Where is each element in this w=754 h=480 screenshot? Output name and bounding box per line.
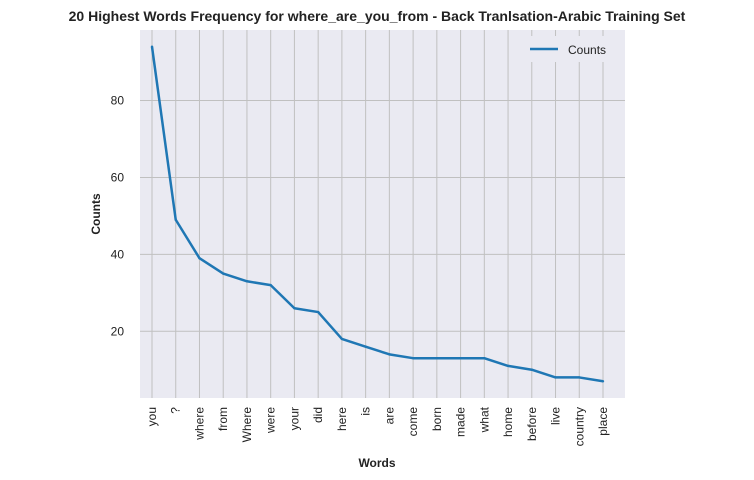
data-point (245, 280, 249, 283)
y-tick-label: 40 (111, 247, 125, 261)
x-tick-label: from (216, 407, 230, 431)
x-tick-labels: you? where from Where were your did here is are co… (145, 406, 610, 446)
y-axis-label: Counts (89, 193, 103, 235)
data-point (435, 357, 439, 360)
x-tick-label: are (382, 407, 396, 425)
legend: Counts (522, 36, 620, 62)
data-point (601, 380, 605, 383)
y-tick-label: 80 (111, 94, 125, 108)
x-tick-label: you (145, 407, 159, 426)
x-tick-label: live (549, 407, 563, 425)
x-axis-label: Words (358, 456, 395, 470)
x-tick-label: here (335, 407, 349, 431)
x-tick-label: before (525, 407, 539, 441)
x-tick-label: made (454, 407, 468, 437)
data-point (554, 376, 557, 379)
series-line-counts (150, 46, 604, 383)
plot-area (140, 30, 625, 398)
x-tick-label: is (359, 407, 373, 416)
data-point (364, 345, 367, 348)
x-tick-label: what (477, 406, 491, 433)
x-tick-label: ? (169, 407, 183, 414)
data-point (150, 45, 154, 48)
data-point (411, 357, 415, 360)
x-tick-label: were (264, 407, 278, 434)
data-point (388, 353, 391, 356)
data-point (198, 257, 201, 260)
grid (140, 30, 625, 398)
chart-title: 20 Highest Words Frequency for where_are… (69, 8, 686, 24)
data-point (340, 337, 344, 341)
y-tick-label: 60 (111, 170, 125, 184)
x-tick-label: home (501, 407, 515, 437)
x-tick-label: did (311, 407, 325, 423)
x-tick-label: place (596, 407, 610, 436)
x-tick-label: come (406, 407, 420, 437)
series-points (150, 45, 605, 383)
y-tick-labels: 20 40 60 80 (111, 94, 125, 339)
data-point (222, 272, 225, 275)
data-point (316, 310, 320, 314)
y-tick-label: 20 (111, 324, 125, 338)
x-tick-label: your (287, 407, 301, 430)
x-tick-label: country (572, 407, 586, 446)
data-point (530, 368, 533, 371)
data-point (459, 357, 462, 360)
data-point (578, 376, 581, 379)
x-tick-label: where (192, 407, 206, 441)
x-tick-label: Where (240, 407, 254, 443)
data-point (293, 307, 296, 310)
data-point (506, 364, 510, 368)
data-point (174, 218, 177, 221)
data-point (269, 283, 272, 287)
data-point (483, 357, 486, 360)
x-tick-label: born (430, 407, 444, 431)
legend-label: Counts (568, 43, 606, 57)
